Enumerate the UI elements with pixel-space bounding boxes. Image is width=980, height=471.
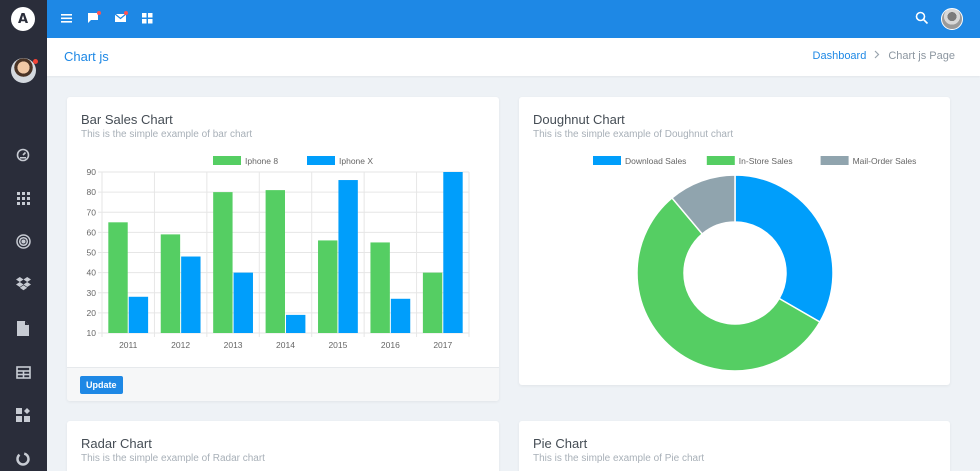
bar	[160, 234, 181, 333]
y-tick-label: 20	[87, 308, 97, 318]
legend-swatch	[213, 156, 241, 165]
bar	[265, 190, 285, 333]
x-tick-label: 2012	[171, 340, 190, 350]
legend-swatch	[820, 156, 849, 165]
chevron-right-icon	[874, 50, 880, 62]
topbar	[47, 0, 980, 38]
x-tick-label: 2013	[224, 340, 243, 350]
sidebar: A	[0, 0, 47, 471]
x-tick-label: 2017	[433, 340, 452, 350]
y-tick-label: 80	[87, 187, 97, 197]
y-tick-label: 10	[87, 328, 97, 338]
legend-label: Download Sales	[625, 156, 686, 166]
breadcrumb: Dashboard Chart js Page	[813, 50, 955, 62]
card-title: Radar Chart	[81, 436, 152, 451]
y-tick-label: 50	[87, 248, 97, 258]
logo-letter: A	[17, 11, 29, 27]
page-title: Chart js	[64, 49, 109, 64]
card-title: Doughnut Chart	[533, 112, 625, 127]
breadcrumb-current: Chart js Page	[888, 50, 955, 62]
bar	[286, 314, 306, 333]
card-subtitle: This is the simple example of bar chart	[81, 129, 253, 140]
page-header: Chart js Dashboard Chart js Page	[47, 38, 980, 76]
x-tick-label: 2015	[328, 340, 347, 350]
profile-avatar[interactable]	[941, 8, 963, 30]
chat-icon[interactable]	[87, 11, 103, 27]
bar	[128, 296, 149, 333]
doughnut-chart: Download Sales In-Store Sales Mail-Order S…	[593, 156, 917, 372]
card-subtitle: This is the simple example of Radar char…	[81, 453, 265, 464]
y-tick-label: 90	[87, 167, 97, 177]
y-tick-label: 60	[87, 227, 97, 237]
bar-chart: Iphone 8 Iphone X 10 20 30 40 50 60 70 80 90 2011 20…	[87, 156, 470, 350]
target-icon[interactable]	[15, 233, 31, 249]
menu-icon[interactable]	[60, 11, 76, 27]
widgets-icon[interactable]	[15, 407, 31, 423]
radar-chart-card: Radar Chart This is the simple example o…	[67, 421, 499, 471]
card-subtitle: This is the simple example of Pie chart	[533, 453, 705, 464]
status-dot	[33, 59, 38, 64]
y-tick-label: 70	[87, 207, 97, 217]
apps-grid-icon[interactable]	[15, 190, 31, 206]
bar	[318, 240, 338, 333]
chart-pie-icon[interactable]	[15, 451, 31, 467]
dropbox-icon[interactable]	[15, 276, 31, 292]
pie-chart-card: Pie Chart This is the simple example of …	[519, 421, 950, 471]
apps-icon[interactable]	[141, 11, 157, 27]
user-avatar[interactable]	[11, 58, 36, 83]
bar	[213, 192, 233, 333]
dashboard-icon[interactable]	[15, 147, 31, 163]
card-subtitle: This is the simple example of Doughnut c…	[533, 129, 734, 140]
bar	[370, 242, 390, 333]
doughnut-slice	[734, 174, 834, 324]
mail-badge	[124, 11, 128, 15]
legend-label: In-Store Sales	[739, 156, 793, 166]
legend-label: Mail-Order Sales	[853, 156, 917, 166]
legend-swatch	[307, 156, 335, 165]
card-title: Bar Sales Chart	[81, 112, 173, 127]
y-tick-label: 30	[87, 288, 97, 298]
bar-chart-card: Bar Sales Chart This is the simple examp…	[67, 97, 499, 401]
doughnut-chart-card: Doughnut Chart This is the simple exampl…	[519, 97, 950, 385]
legend-swatch	[706, 156, 735, 165]
file-icon[interactable]	[15, 320, 31, 336]
doughnut-slice	[670, 174, 736, 235]
card-title: Pie Chart	[533, 436, 588, 451]
bar	[233, 272, 253, 333]
mail-icon[interactable]	[114, 11, 130, 27]
bar	[390, 298, 411, 333]
legend-label: Iphone 8	[245, 156, 278, 166]
bar	[108, 222, 128, 333]
legend-label: Iphone X	[339, 156, 373, 166]
bar	[181, 256, 201, 333]
x-tick-label: 2011	[119, 340, 138, 350]
x-tick-label: 2016	[381, 340, 400, 350]
bar	[338, 180, 358, 333]
x-tick-label: 2014	[276, 340, 295, 350]
card-footer: Update	[67, 367, 499, 401]
legend-swatch	[593, 156, 621, 165]
breadcrumb-dashboard[interactable]: Dashboard	[812, 50, 867, 62]
update-button[interactable]: Update	[80, 376, 123, 394]
logo[interactable]: A	[11, 7, 35, 31]
search-icon[interactable]	[915, 11, 931, 27]
bar	[422, 272, 443, 333]
y-tick-label: 40	[87, 268, 97, 278]
bar	[443, 172, 463, 333]
notification-badge	[97, 11, 101, 15]
doughnut-slice	[636, 196, 821, 372]
table-icon[interactable]	[15, 364, 31, 380]
